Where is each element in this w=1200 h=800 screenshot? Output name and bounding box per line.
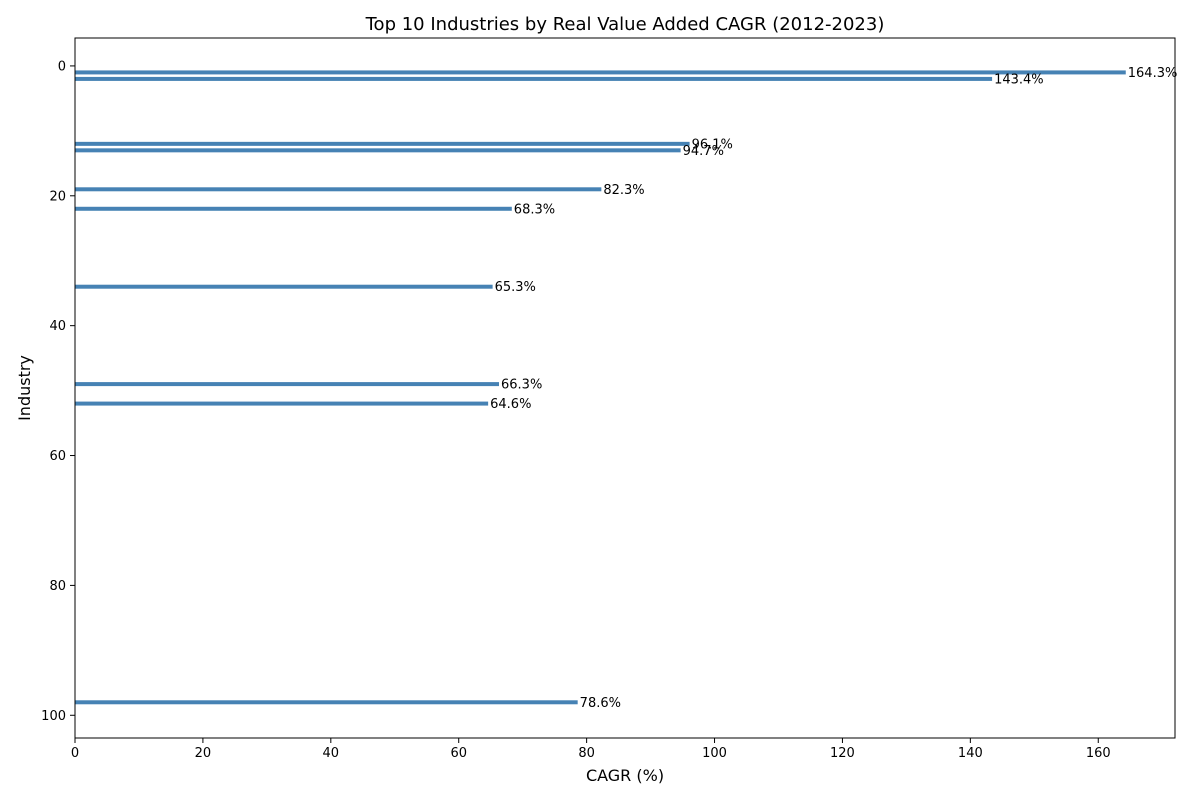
x-tick-label-0: 0 <box>71 746 79 761</box>
bar-4 <box>75 187 602 192</box>
data-label-7: 66.3% <box>501 378 542 393</box>
data-labels-group: 164.3% 143.4% 96.1%94.7% 82.3% 68.3% 65.3% 66.… <box>490 66 1177 711</box>
x-tick-label-8: 160 <box>1086 746 1111 761</box>
chart-title: Top 10 Industries by Real Value Added CA… <box>365 14 885 35</box>
data-label-0: 164.3% <box>1128 66 1178 81</box>
x-axis-label: CAGR (%) <box>586 766 664 785</box>
x-tick-label-2: 40 <box>323 746 340 761</box>
data-label-6: 65.3% <box>495 280 536 295</box>
x-axis-ticks: 0 20 40 60 80 100 120 140 160 <box>71 738 1111 761</box>
y-axis-ticks: 0 20 40 60 80 100 <box>41 59 75 724</box>
bar-1 <box>75 76 993 81</box>
data-label-9: 78.6% <box>580 696 621 711</box>
data-label-8: 64.6% <box>490 397 531 412</box>
x-tick-label-4: 80 <box>578 746 595 761</box>
bar-8 <box>75 401 489 406</box>
data-label-2: 96.1% <box>692 137 733 152</box>
y-tick-label-3: 60 <box>49 449 66 464</box>
y-tick-label-1: 20 <box>49 189 66 204</box>
x-tick-label-3: 60 <box>450 746 467 761</box>
data-label-3: 94.7% <box>683 144 724 159</box>
bar-0 <box>75 70 1126 75</box>
x-tick-label-6: 120 <box>830 746 855 761</box>
y-tick-label-0: 0 <box>58 59 66 74</box>
x-tick-label-5: 100 <box>702 746 727 761</box>
bar-7 <box>75 382 500 387</box>
bar-6 <box>75 284 493 289</box>
data-label-5: 68.3% <box>514 202 555 217</box>
data-label-1: 143.4% <box>994 72 1044 87</box>
bar-9 <box>75 700 578 705</box>
y-axis-label: Industry <box>15 355 34 421</box>
plot-frame <box>74 37 1176 739</box>
bar-2 <box>75 141 690 146</box>
y-tick-label-5: 100 <box>41 709 66 724</box>
x-tick-label-7: 140 <box>958 746 983 761</box>
bar-5 <box>75 206 512 211</box>
bar-3 <box>75 148 681 153</box>
data-label-4: 82.3% <box>603 183 644 198</box>
bars-group <box>75 70 1126 705</box>
y-tick-label-2: 40 <box>49 319 66 334</box>
x-tick-label-1: 20 <box>195 746 212 761</box>
y-tick-label-4: 80 <box>49 579 66 594</box>
